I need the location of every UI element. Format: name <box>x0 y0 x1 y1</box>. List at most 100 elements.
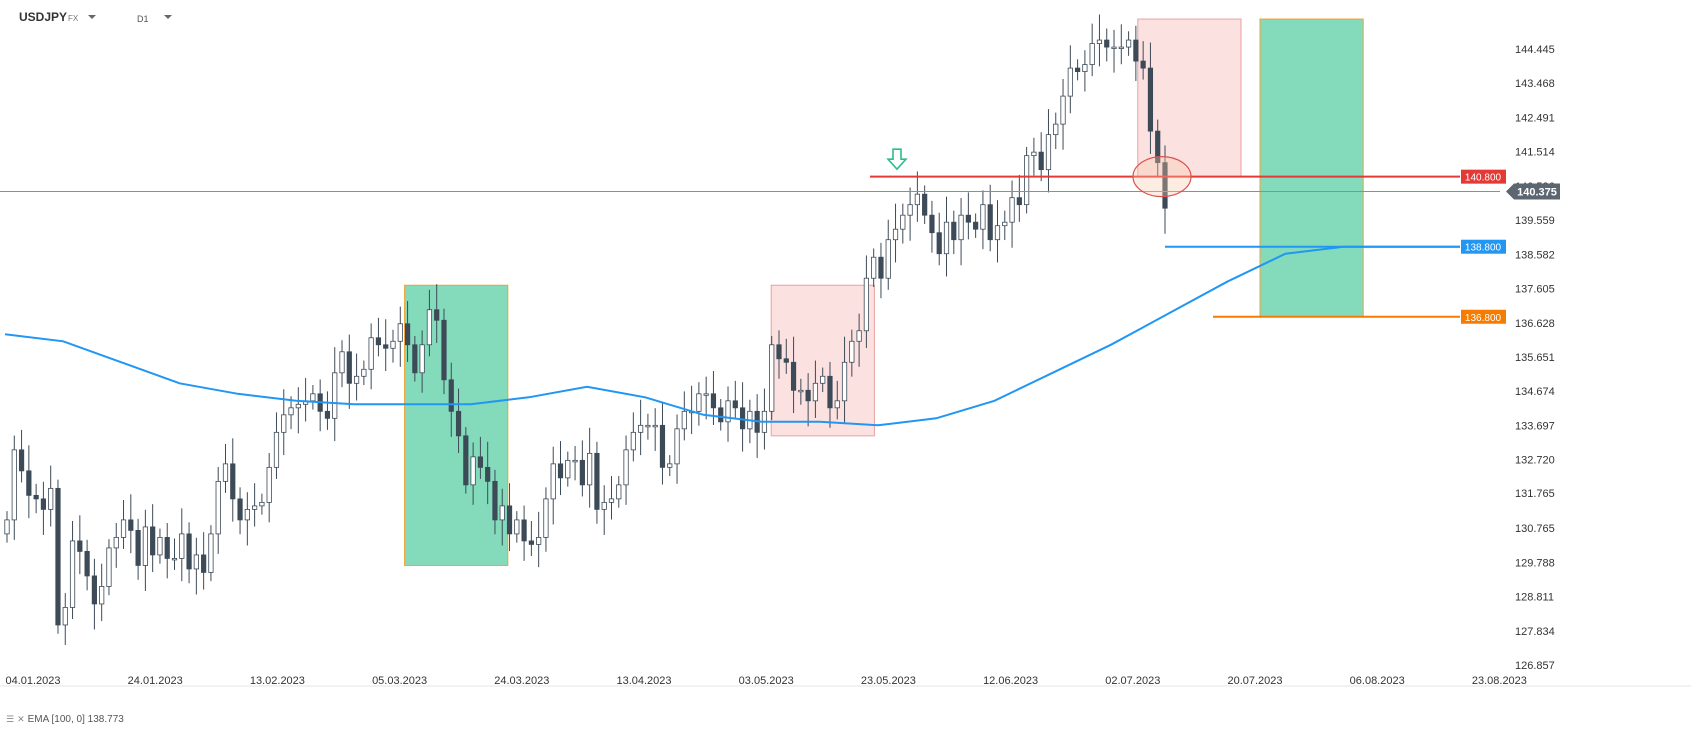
candle <box>237 487 243 535</box>
candle <box>310 385 316 410</box>
candle <box>419 330 425 393</box>
y-tick-label: 135.651 <box>1515 352 1555 364</box>
candle <box>346 334 352 409</box>
candle <box>820 367 826 393</box>
candle <box>1118 24 1124 65</box>
candle <box>142 509 148 591</box>
candle <box>266 453 272 523</box>
candle <box>892 203 899 263</box>
candle <box>317 379 323 432</box>
candle <box>62 593 68 645</box>
candle <box>84 539 90 591</box>
x-tick-label: 24.01.2023 <box>128 675 183 687</box>
candle <box>659 402 666 485</box>
candle <box>448 362 454 437</box>
candle <box>1111 29 1117 73</box>
candle <box>536 511 542 568</box>
y-tick-label: 138.582 <box>1515 249 1555 261</box>
candle <box>259 493 265 515</box>
candle <box>907 187 913 241</box>
candle <box>674 414 680 484</box>
candle <box>33 483 39 514</box>
candle <box>667 455 673 477</box>
ema-params: [100, 0] <box>51 714 85 725</box>
candle <box>638 399 644 456</box>
level-tag-136.800 <box>1461 309 1506 324</box>
indicator-legend[interactable]: ☰ ✕ EMA [100, 0] 138.773 <box>6 714 124 725</box>
candle <box>179 508 185 582</box>
current-price-text: 140.375 <box>1517 187 1557 199</box>
candle <box>550 446 556 525</box>
candle <box>77 515 83 575</box>
candle <box>652 408 658 451</box>
y-tick-label: 126.857 <box>1515 660 1555 672</box>
level-tag-text: 136.800 <box>1465 313 1502 324</box>
candle <box>943 196 950 277</box>
candle <box>1053 112 1059 149</box>
candle <box>630 412 636 462</box>
close-icon[interactable]: ✕ <box>17 714 25 724</box>
y-tick-label: 143.468 <box>1515 78 1555 90</box>
list-icon[interactable]: ☰ <box>6 714 15 724</box>
chevron-down-icon[interactable] <box>88 15 96 19</box>
candle <box>608 476 615 520</box>
candle <box>91 558 97 630</box>
x-tick-label: 05.03.2023 <box>372 675 427 687</box>
candle <box>958 198 964 266</box>
x-tick-label: 24.03.2023 <box>494 675 549 687</box>
candle <box>1024 146 1030 214</box>
candle <box>528 520 534 556</box>
candle <box>681 391 687 441</box>
candle <box>55 479 61 634</box>
candle <box>1155 119 1161 178</box>
candle <box>1038 132 1044 182</box>
candle <box>834 380 840 420</box>
x-tick-label: 23.05.2023 <box>861 675 916 687</box>
ema-layer <box>4 245 1460 427</box>
candle <box>434 284 440 344</box>
candle <box>1162 145 1168 234</box>
candle <box>1104 28 1110 62</box>
symbol-selector[interactable]: USDJPY <box>19 10 68 24</box>
candle <box>324 391 331 430</box>
candle <box>994 200 1001 263</box>
candle <box>645 413 651 440</box>
down-arrow-icon <box>886 148 908 171</box>
zones-layer <box>404 18 1364 566</box>
y-tick-label: 129.788 <box>1515 557 1555 569</box>
candle <box>426 289 433 357</box>
candle <box>1089 23 1095 77</box>
level-tag-text: 140.800 <box>1465 173 1502 184</box>
y-tick-label: 134.674 <box>1515 386 1555 398</box>
candle <box>1082 50 1088 92</box>
x-tick-label: 20.07.2023 <box>1227 675 1282 687</box>
candle <box>769 336 775 421</box>
candle <box>987 184 993 252</box>
axes-layer: 04.01.2023 24.01.2023 13.02.2023 05.03.2023… <box>0 675 1691 687</box>
x-tick-label: 23.08.2023 <box>1472 675 1527 687</box>
candle <box>725 386 731 442</box>
timeframe-selector[interactable]: D1 <box>137 14 149 24</box>
candle <box>48 465 54 527</box>
x-tick-label: 13.02.2023 <box>250 675 305 687</box>
candle <box>477 436 483 479</box>
candle <box>383 319 389 372</box>
ema-value: 138.773 <box>87 714 124 725</box>
chevron-down-icon[interactable] <box>164 15 172 19</box>
candle <box>871 248 877 287</box>
candle <box>230 438 236 522</box>
zone-green-4 <box>1259 18 1364 318</box>
ema-line <box>4 245 1460 427</box>
ema-label: EMA <box>27 714 49 725</box>
candle <box>980 190 986 250</box>
candle <box>135 518 141 580</box>
candle <box>455 388 462 454</box>
candle <box>252 483 258 527</box>
candle <box>1067 45 1073 114</box>
candle <box>40 481 47 535</box>
candle <box>4 511 10 543</box>
current-price-tag <box>1506 183 1560 200</box>
candle <box>1075 59 1081 81</box>
candle <box>368 323 374 390</box>
